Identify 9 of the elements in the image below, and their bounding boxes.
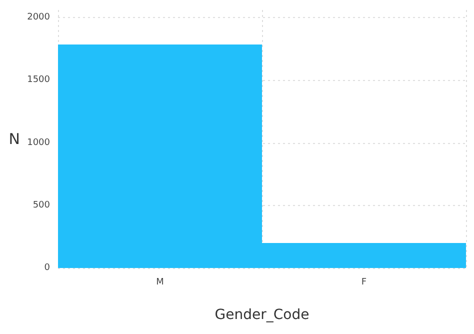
- y-tick-label: 2000: [27, 12, 50, 23]
- y-tick-label: 500: [32, 200, 50, 210]
- y-tick-label: 0: [44, 263, 50, 273]
- x-tick-label: M: [156, 278, 164, 288]
- x-axis-title: Gender_Code: [214, 307, 310, 323]
- y-axis-title: N: [8, 130, 20, 148]
- x-tick-label: F: [361, 278, 367, 288]
- y-tick-label: 1000: [27, 138, 50, 148]
- y-tick-label: 1500: [27, 75, 50, 86]
